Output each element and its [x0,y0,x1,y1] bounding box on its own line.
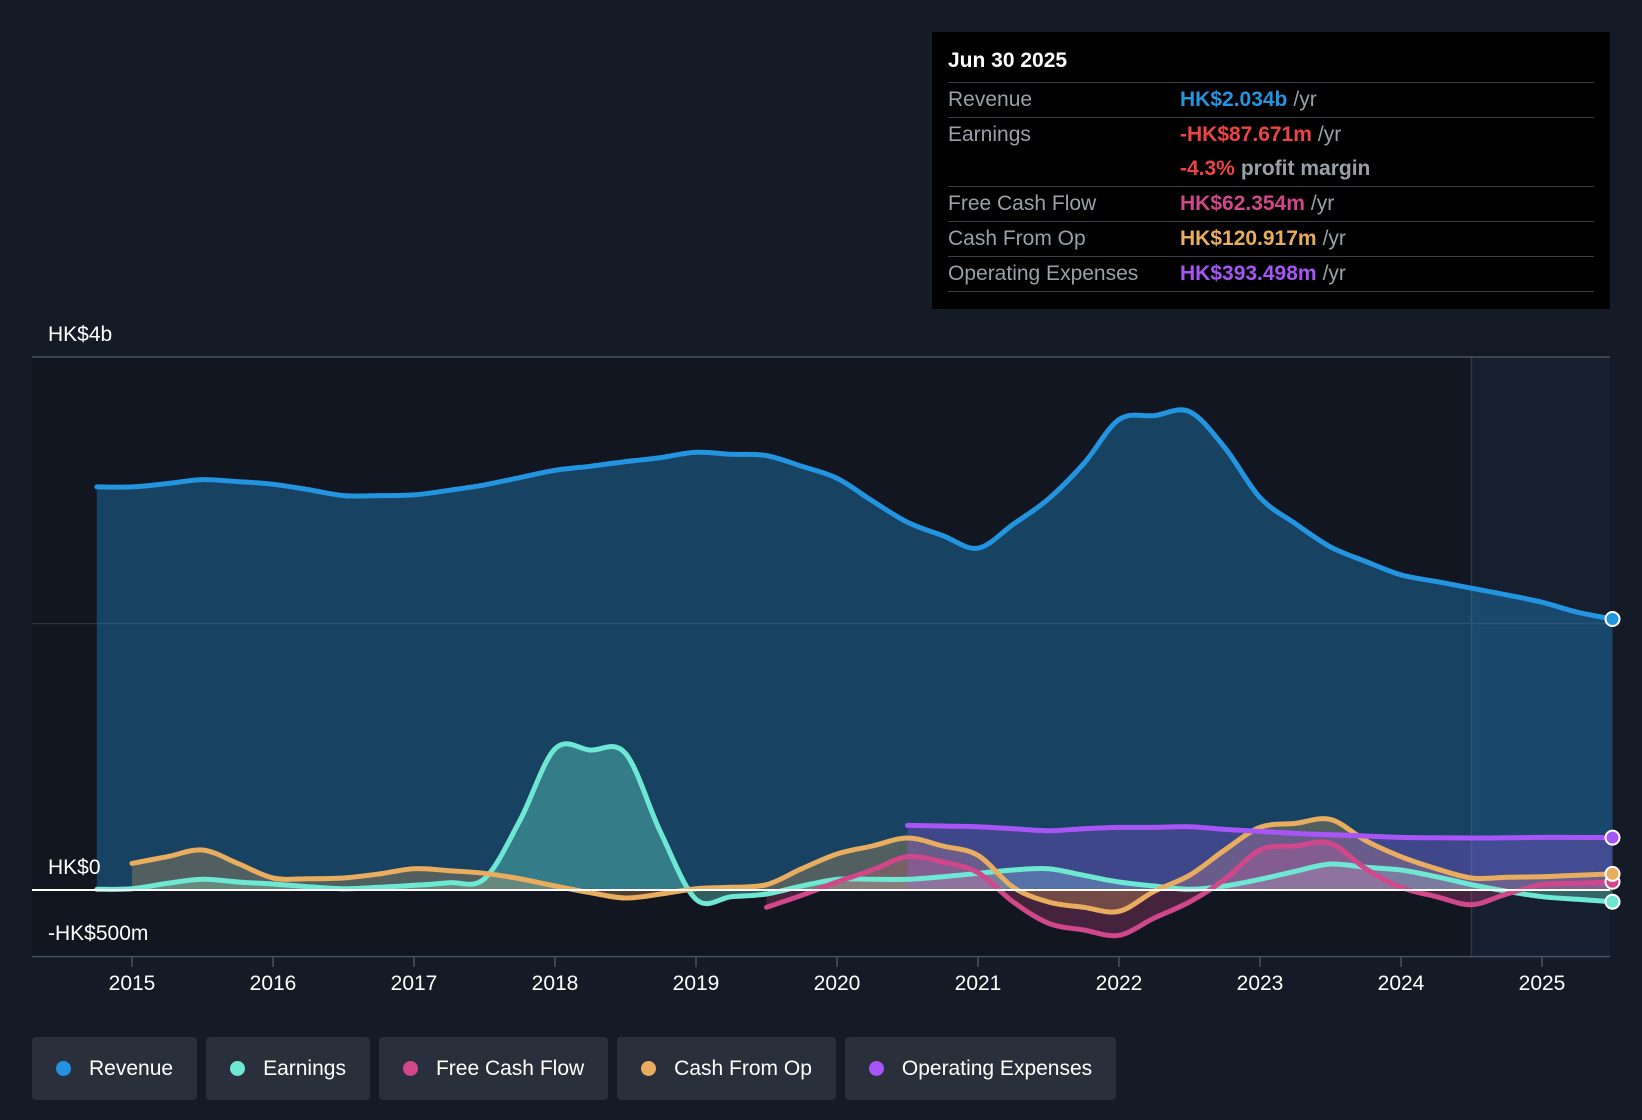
x-tick-label-2016: 2016 [250,972,297,995]
tooltip-unit: /yr [1293,88,1317,111]
tooltip-row-cash-from-op: Cash From Op HK$120.917m /yr [948,222,1594,257]
x-tick-label-2015: 2015 [109,972,156,995]
line-layer [32,407,1615,939]
tooltip-unit: /yr [1322,262,1346,285]
x-tick-label-2025: 2025 [1519,972,1566,995]
legend-dot-icon [402,1061,418,1076]
x-tick-label-2022: 2022 [1096,972,1143,995]
line-cfo [129,816,1615,915]
legend-dot-icon [230,1061,246,1076]
legend-item-revenue[interactable]: Revenue [32,1037,198,1100]
tooltip-label: Earnings [948,123,1031,146]
tooltip-value: HK$120.917m [1180,227,1317,250]
tooltip-panel: Jun 30 2025 Revenue HK$2.034b /yr Earnin… [932,32,1610,309]
forecast-band [1471,357,1610,957]
endpoint-earnings [1604,893,1621,910]
tooltip-unit: /yr [1322,227,1346,250]
legend-item-cash-from-op[interactable]: Cash From Op [617,1037,836,1100]
area-earnings [96,743,1613,904]
x-tick-label-2019: 2019 [673,972,720,995]
x-tick-label-2018: 2018 [532,972,579,995]
chart-legend: Revenue Earnings Free Cash Flow Cash Fro… [32,1037,1117,1100]
endpoint-revenue [1604,610,1621,627]
x-tick-label-2023: 2023 [1237,972,1284,995]
legend-dot-icon [641,1061,657,1076]
line-fcf [764,839,1615,939]
gridline-layer [32,356,1610,958]
x-tick-label-2024: 2024 [1378,972,1425,995]
legend-item-operating-expenses[interactable]: Operating Expenses [844,1037,1117,1100]
legend-label: Free Cash Flow [435,1056,585,1080]
line-opex [905,822,1615,841]
tooltip-row-free-cash-flow: Free Cash Flow HK$62.354m /yr [948,187,1594,222]
legend-label: Revenue [89,1056,174,1080]
tooltip-value: HK$393.498m [1180,262,1317,285]
y-tick-label-top: HK$4b [48,323,112,346]
legend-label: Operating Expenses [901,1056,1093,1080]
endpoint-cfo [1604,865,1621,882]
y-tick-label-bottom: -HK$500m [48,922,148,945]
tooltip-value: HK$2.034b [1180,88,1288,111]
x-tick-label-2017: 2017 [391,972,438,995]
endpoint-layer [1604,610,1621,910]
tooltip-unit: profit margin [1240,157,1371,180]
legend-item-free-cash-flow[interactable]: Free Cash Flow [378,1037,609,1100]
legend-label: Earnings [263,1056,346,1080]
area-layer [96,409,1613,936]
area-revenue [96,409,1613,890]
area-fcf [766,842,1613,936]
tooltip-value: -HK$87.671m [1180,123,1312,146]
area-cfo [132,818,1613,913]
tooltip-row-operating-expenses: Operating Expenses HK$393.498m /yr [948,257,1594,292]
x-tick-label-2021: 2021 [955,972,1002,995]
tooltip-row-profit-margin: -4.3% profit margin [948,152,1594,187]
tooltip-label: Revenue [948,88,1033,111]
tooltip-label: Cash From Op [948,227,1086,250]
legend-dot-icon [56,1061,71,1076]
tooltip-value: HK$62.354m [1180,192,1305,215]
tooltip-unit: /yr [1310,192,1335,215]
tooltip-row-earnings: Earnings -HK$87.671m /yr [948,118,1594,152]
plot-background-layer [32,357,1610,957]
legend-dot-icon [868,1061,884,1076]
tooltip-row-revenue: Revenue HK$2.034b /yr [948,83,1594,118]
legend-label: Cash From Op [674,1056,812,1080]
x-axis: 2015 2016 2017 2018 2019 2020 2021 2022 2023 2024… [109,957,1566,995]
y-tick-label-zero: HK$0 [48,856,101,879]
line-revenue [94,407,1615,622]
endpoint-opex [1604,829,1621,846]
tooltip-label: Free Cash Flow [948,192,1097,215]
tooltip-date: Jun 30 2025 [948,46,1594,83]
tooltip-unit: /yr [1317,123,1342,146]
tooltip-value: -4.3% [1180,157,1235,180]
legend-item-earnings[interactable]: Earnings [206,1037,370,1100]
tooltip-label: Operating Expenses [948,262,1139,285]
x-tick-label-2020: 2020 [814,972,861,995]
y-axis: HK$4b HK$0 -HK$500m [48,323,148,945]
